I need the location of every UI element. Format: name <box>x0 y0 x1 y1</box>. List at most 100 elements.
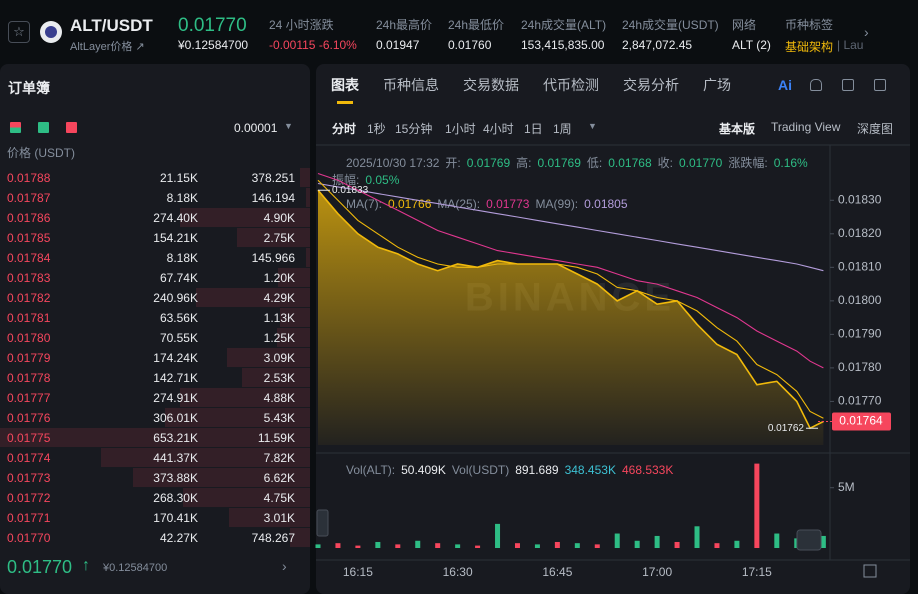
ask-price[interactable]: 0.01773 <box>7 471 51 485</box>
ask-total: 11.59K <box>257 431 295 445</box>
interval[interactable]: 4小时 <box>483 122 514 136</box>
tab[interactable]: 币种信息 <box>383 77 439 93</box>
ask-price[interactable]: 0.01775 <box>7 431 51 445</box>
depth-bar <box>306 248 310 267</box>
ask-total: 7.82K <box>263 451 295 465</box>
ask-qty: 373.88K <box>153 471 198 485</box>
tool-icon[interactable] <box>810 79 822 91</box>
ai-button[interactable]: Ai <box>778 77 792 93</box>
ask-price[interactable]: 0.01781 <box>7 311 51 325</box>
chart-panel <box>316 64 910 594</box>
price-cny: ¥0.12584700 <box>178 38 249 52</box>
ask-qty: 8.18K <box>166 191 198 205</box>
ask-price[interactable]: 0.01784 <box>7 251 51 265</box>
stat-label: 24 小时涨跌 <box>269 18 334 32</box>
ask-qty: 653.21K <box>153 431 198 445</box>
ask-price[interactable]: 0.01785 <box>7 231 51 245</box>
ask-price[interactable]: 0.01770 <box>7 531 51 545</box>
ask-qty: 268.30K <box>153 491 198 505</box>
ask-qty: 306.01K <box>153 411 198 425</box>
interval[interactable]: 1小时 <box>445 122 476 136</box>
ask-price[interactable]: 0.01783 <box>7 271 51 285</box>
stat-value: 0.01947 <box>376 38 420 52</box>
interval[interactable]: 分时 <box>332 122 357 136</box>
more-arrow[interactable]: › <box>864 24 869 40</box>
ask-total: 1.20K <box>263 271 295 285</box>
depth-bar <box>299 168 310 187</box>
interval[interactable]: 1周 <box>553 122 572 136</box>
depth-bar <box>279 308 310 327</box>
tab[interactable]: 代币检测 <box>543 77 599 93</box>
ask-price[interactable]: 0.01780 <box>7 331 51 345</box>
ma-name: MA(7): <box>346 197 382 211</box>
info-value: 0.01769 <box>466 156 511 170</box>
ask-qty: 67.74K <box>159 271 198 285</box>
ask-price[interactable]: 0.01776 <box>7 411 51 425</box>
depth-bar <box>277 268 310 287</box>
ask-total: 4.75K <box>263 491 295 505</box>
stat-more: | Lau <box>837 38 864 52</box>
ask-price[interactable]: 0.01772 <box>7 491 51 505</box>
stat-label: 币种标签 <box>785 18 834 32</box>
view-toggle[interactable] <box>66 122 77 133</box>
vol-legend: Vol(ALT): 50.409K Vol(USDT) 891.689 348.453K… <box>346 463 679 477</box>
ask-total: 2.53K <box>263 371 295 385</box>
vol-label: Vol(ALT): <box>346 463 396 477</box>
ask-total: 146.194 <box>251 191 295 205</box>
orderbook-last: 0.01770 <box>7 557 73 577</box>
price-arrow: ↑ <box>82 557 90 574</box>
ask-total: 3.09K <box>263 351 295 365</box>
depth-bar <box>0 428 310 447</box>
dropdown-caret[interactable]: ▼ <box>284 121 293 131</box>
depth-bar <box>100 448 310 467</box>
ask-qty: 274.91K <box>153 391 198 405</box>
orderbook-panel <box>0 64 310 594</box>
symbol: ALT/USDT <box>70 16 153 35</box>
favorite-button[interactable]: ☆ <box>8 21 30 43</box>
tool-icon[interactable] <box>874 79 886 91</box>
interval-caret[interactable]: ▼ <box>588 121 597 131</box>
depth-bar <box>236 228 310 247</box>
depth-bar <box>195 288 310 307</box>
ask-price[interactable]: 0.01786 <box>7 211 51 225</box>
info-label: 开: <box>445 156 461 170</box>
interval[interactable]: 15分钟 <box>395 122 433 136</box>
ask-price[interactable]: 0.01777 <box>7 391 51 405</box>
stat-value: 基础架构 <box>785 40 834 54</box>
expand[interactable]: › <box>282 558 287 574</box>
ask-price[interactable]: 0.01787 <box>7 191 51 205</box>
interval[interactable]: 1秒 <box>367 122 386 136</box>
ask-price[interactable]: 0.01774 <box>7 451 51 465</box>
mode[interactable]: Trading View <box>771 120 841 134</box>
tab[interactable]: 图表 <box>331 77 359 93</box>
ohlc-info: 2025/10/30 17:32 开: 0.01769 高: 0.01769 低: 0.01… <box>332 155 822 189</box>
mode[interactable]: 基本版 <box>719 122 756 136</box>
depth-bar <box>289 528 310 547</box>
ask-qty: 70.55K <box>159 331 198 345</box>
ask-price[interactable]: 0.01778 <box>7 371 51 385</box>
ma-value: 0.01766 <box>388 197 432 211</box>
interval[interactable]: 1日 <box>524 122 543 136</box>
ask-price[interactable]: 0.01782 <box>7 291 51 305</box>
tool-icon[interactable] <box>842 79 854 91</box>
tab[interactable]: 交易数据 <box>463 77 519 93</box>
tab[interactable]: 交易分析 <box>623 77 679 93</box>
ask-qty: 42.27K <box>159 531 198 545</box>
mode[interactable]: 深度图 <box>857 122 894 136</box>
ask-price[interactable]: 0.01771 <box>7 511 51 525</box>
view-toggle[interactable] <box>38 122 49 133</box>
ask-qty: 240.96K <box>153 291 198 305</box>
date: 2025/10/30 17:32 <box>346 156 440 170</box>
ask-total: 3.01K <box>263 511 295 525</box>
tab[interactable]: 广场 <box>703 77 731 93</box>
tick-size[interactable]: 0.00001 <box>234 121 278 135</box>
depth-bar <box>179 208 310 227</box>
ask-price[interactable]: 0.01788 <box>7 171 51 185</box>
depth-bar <box>227 348 310 367</box>
stat-value: ALT (2) <box>732 38 771 52</box>
view-toggle[interactable] <box>10 122 21 133</box>
coin-name: AltLayer价格 ↗ <box>70 41 145 53</box>
ask-price[interactable]: 0.01779 <box>7 351 51 365</box>
ask-qty: 8.18K <box>166 251 198 265</box>
